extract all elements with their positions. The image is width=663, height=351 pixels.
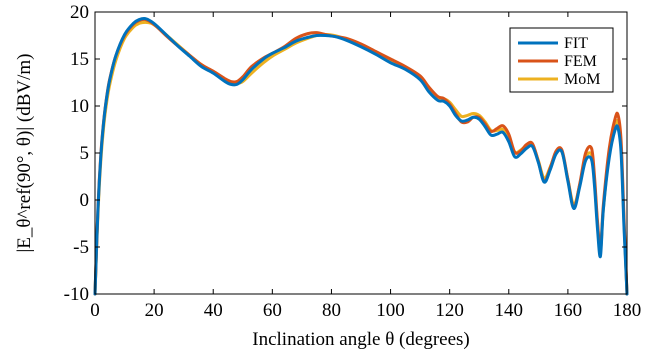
plot-lines xyxy=(93,16,629,296)
x-tick-label: 80 xyxy=(322,300,341,321)
legend-label-mom: MoM xyxy=(564,71,600,88)
x-tick-label: 20 xyxy=(145,300,164,321)
y-tick-label: 15 xyxy=(70,49,89,70)
x-tick-label: 100 xyxy=(376,300,405,321)
y-tick-labels: -10 -5 0 5 10 15 20 xyxy=(64,2,89,305)
y-tick-label: -10 xyxy=(64,284,89,305)
y-tick-label: 20 xyxy=(70,2,89,23)
series-line-fit xyxy=(93,16,629,296)
y-tick-label: 0 xyxy=(80,190,90,211)
x-tick-label: 0 xyxy=(90,300,100,321)
x-tick-label: 40 xyxy=(204,300,223,321)
x-tick-label: 120 xyxy=(435,300,464,321)
x-tick-label: 180 xyxy=(613,300,642,321)
x-tick-label: 160 xyxy=(554,300,583,321)
x-tick-label: 140 xyxy=(495,300,524,321)
x-tick-labels: 0 20 40 60 80 100 120 140 160 180 xyxy=(90,300,641,321)
y-axis-label: |E_θ^ref(90°, θ)| (dBV/m) xyxy=(14,53,35,252)
legend-label-fit: FIT xyxy=(564,35,588,52)
legend-label-fem: FEM xyxy=(564,53,597,70)
y-tick-label: 10 xyxy=(70,96,89,117)
y-tick-label: -5 xyxy=(73,237,89,258)
x-tick-label: 60 xyxy=(263,300,282,321)
y-tick-label: 5 xyxy=(80,143,90,164)
x-axis-label: Inclination angle θ (degrees) xyxy=(252,329,469,350)
axis-ticks xyxy=(94,11,628,295)
